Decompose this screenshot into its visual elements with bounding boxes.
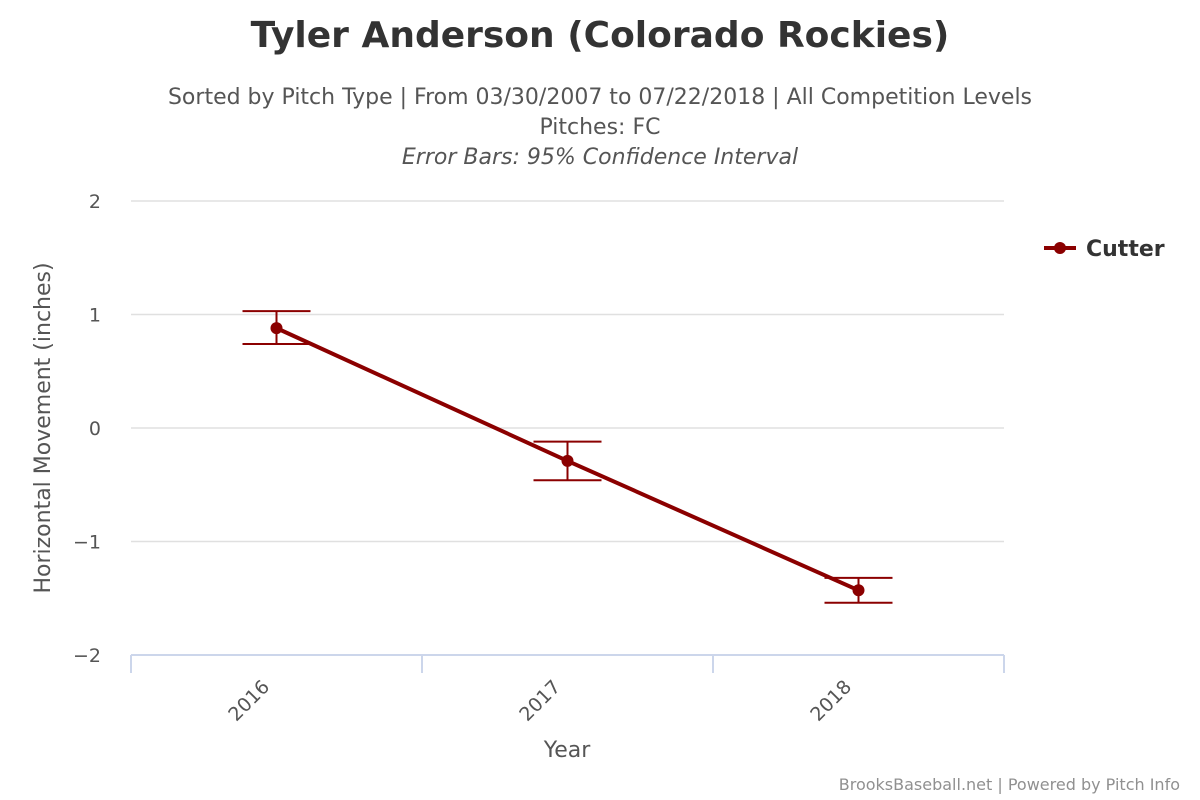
chart-subtitle: Sorted by Pitch Type | From 03/30/2007 t…	[168, 85, 1032, 110]
chart-subtitle-error-bars: Error Bars: 95% Confidence Interval	[402, 145, 798, 170]
x-tick-label: 2017	[515, 676, 565, 726]
data-point[interactable]	[852, 584, 865, 597]
y-tick-label: 1	[89, 305, 101, 327]
legend-label-cutter[interactable]: Cutter	[1086, 237, 1165, 262]
y-axis-tick-labels: 2 1 0 −1 −2	[73, 191, 101, 667]
y-tick-label: −1	[73, 532, 101, 554]
data-point[interactable]	[561, 454, 574, 467]
x-axis-title: Year	[543, 738, 592, 763]
y-tick-label: −2	[73, 645, 101, 667]
chart-subtitle-pitches: Pitches: FC	[540, 115, 661, 140]
y-tick-label: 0	[89, 418, 101, 440]
gridlines	[131, 200, 1004, 543]
x-tick-label: 2016	[224, 676, 274, 726]
data-point[interactable]	[270, 322, 283, 335]
x-axis: 2016 2017 2018	[130, 654, 1005, 726]
legend-marker-cutter	[1054, 242, 1066, 254]
chart-title: Tyler Anderson (Colorado Rockies)	[251, 15, 950, 56]
y-axis-title: Horizontal Movement (inches)	[31, 262, 56, 593]
legend[interactable]: Cutter	[1044, 237, 1165, 262]
series-cutter	[242, 310, 893, 604]
credits[interactable]: BrooksBaseball.net | Powered by Pitch In…	[839, 775, 1180, 794]
x-tick-label: 2018	[806, 676, 856, 726]
y-tick-label: 2	[89, 191, 101, 213]
